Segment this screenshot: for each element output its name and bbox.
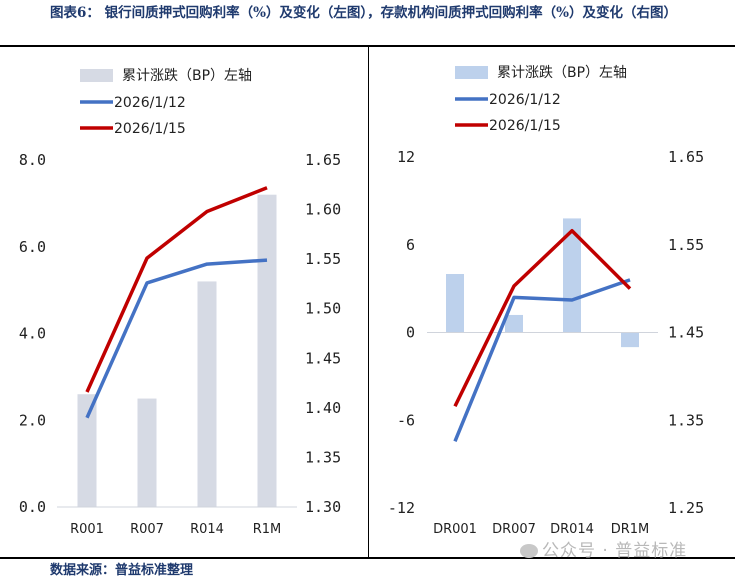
left-axis-tick: 6.0 [19, 238, 46, 256]
legend-swatch-bar [80, 69, 113, 82]
bar [505, 314, 523, 333]
category-label: DR001 [433, 522, 477, 537]
top-rule [0, 45, 735, 47]
bar [563, 218, 581, 333]
left-axis-tick: 12 [397, 148, 415, 166]
right-axis-tick: 1.65 [305, 151, 341, 169]
category-label: DR014 [550, 522, 594, 537]
right-axis-tick: 1.40 [305, 399, 341, 417]
watermark: 公众号 · 普益标准 [520, 536, 687, 561]
legend-swatch-bar [455, 66, 488, 79]
bar [446, 274, 464, 333]
left-axis-tick: 0.0 [19, 498, 46, 516]
left-axis-tick: 0 [406, 324, 415, 342]
right-axis-tick: 1.45 [668, 324, 704, 342]
left-axis-tick: 8.0 [19, 151, 46, 169]
bottom-rule [0, 557, 735, 559]
left-axis-tick: 2.0 [19, 411, 46, 429]
category-label: R007 [130, 522, 164, 537]
panel-divider [368, 45, 369, 558]
bar [257, 194, 277, 507]
category-label: R001 [70, 522, 104, 537]
bar [197, 281, 217, 507]
legend-label: 累计涨跌（BP）左轴 [122, 68, 252, 84]
right-axis-tick: 1.55 [305, 250, 341, 268]
category-label: R1M [253, 522, 282, 537]
watermark-text: 公众号 · 普益标准 [542, 541, 688, 561]
legend-label: 2026/1/15 [489, 118, 561, 134]
bar [621, 332, 639, 348]
category-label: R014 [190, 522, 224, 537]
right-axis-tick: 1.35 [668, 411, 704, 429]
legend-label: 2026/1/12 [489, 92, 561, 108]
category-label: DR007 [492, 522, 536, 537]
right-axis-tick: 1.30 [305, 498, 341, 516]
series-line-1 [453, 278, 631, 442]
source-note: 数据来源：普益标准整理 [50, 563, 194, 578]
left-axis-tick: 4.0 [19, 325, 46, 343]
right-axis-tick: 1.55 [668, 236, 704, 254]
right-axis-tick: 1.60 [305, 201, 341, 219]
right-axis-tick: 1.35 [305, 448, 341, 466]
series-line-1 [85, 258, 268, 419]
bar [77, 394, 97, 507]
left-axis-tick: -6 [397, 411, 415, 429]
right-axis-tick: 1.50 [305, 300, 341, 318]
left-axis-tick: -12 [388, 499, 415, 517]
right-axis-tick: 1.45 [305, 349, 341, 367]
right-axis-tick: 1.25 [668, 499, 704, 517]
figure-title: 图表6： 银行间质押式回购利率（%）及变化（左图），存款机构间质押式回购利率（%… [50, 5, 677, 21]
wechat-icon [520, 544, 538, 558]
bar [137, 398, 157, 507]
legend-label: 累计涨跌（BP）左轴 [497, 65, 627, 81]
category-label: DR1M [611, 522, 650, 537]
legend-label: 2026/1/12 [114, 95, 186, 111]
series-line-2 [453, 228, 632, 407]
legend-label: 2026/1/15 [114, 121, 186, 137]
left-axis-tick: 6 [406, 236, 415, 254]
right-axis-tick: 1.65 [668, 148, 704, 166]
series-line-2 [85, 186, 268, 393]
